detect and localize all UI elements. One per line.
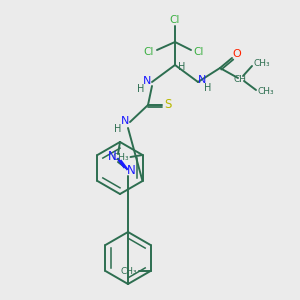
Text: CH: CH [233,76,247,85]
Text: H: H [178,62,186,72]
Text: H: H [204,83,212,93]
Text: CH₃: CH₃ [120,266,137,275]
Text: CH₃: CH₃ [254,58,270,68]
Text: N: N [143,76,151,86]
Text: N: N [121,116,129,126]
Text: S: S [164,98,172,112]
Text: Cl: Cl [194,47,204,57]
Text: H: H [114,124,122,134]
Text: H: H [137,84,145,94]
Text: N: N [127,164,135,176]
Text: N: N [198,75,206,85]
Text: Cl: Cl [144,47,154,57]
Text: CH₃: CH₃ [258,88,274,97]
Text: N: N [108,149,116,163]
Text: O: O [232,49,242,59]
Text: CH₃: CH₃ [112,152,129,161]
Text: Cl: Cl [170,15,180,25]
